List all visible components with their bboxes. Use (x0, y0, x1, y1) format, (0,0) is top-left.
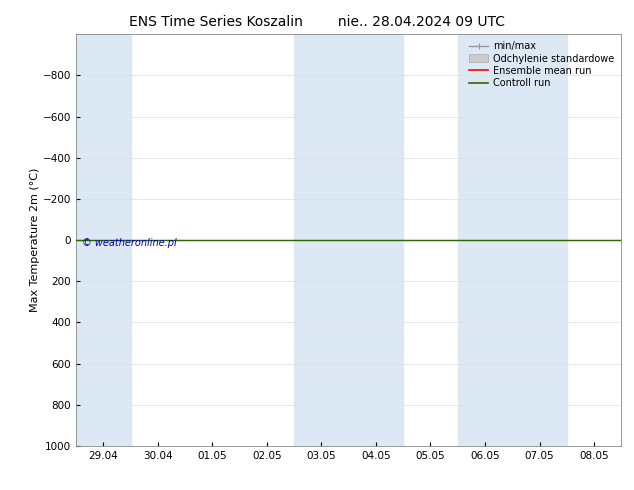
Bar (512, 34, 567, 446)
Bar (294, 34, 349, 446)
Text: © weatheronline.pl: © weatheronline.pl (82, 238, 176, 248)
Y-axis label: Max Temperature 2m (°C): Max Temperature 2m (°C) (30, 168, 40, 312)
Bar (76, 34, 131, 446)
Bar (458, 34, 512, 446)
Legend: min/max, Odchylenie standardowe, Ensemble mean run, Controll run: min/max, Odchylenie standardowe, Ensembl… (467, 39, 616, 90)
Bar (349, 34, 403, 446)
Text: ENS Time Series Koszalin        nie.. 28.04.2024 09 UTC: ENS Time Series Koszalin nie.. 28.04.202… (129, 15, 505, 29)
